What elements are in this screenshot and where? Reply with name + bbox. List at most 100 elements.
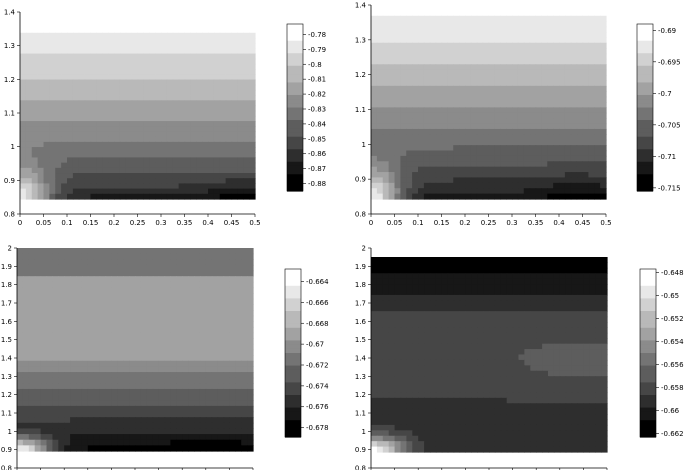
x-tick-label: 0.15	[434, 219, 450, 227]
heatmap-cell	[176, 332, 183, 339]
heatmap-cell	[418, 48, 425, 55]
heatmap-cell	[229, 355, 236, 362]
heatmap-cell	[70, 259, 77, 266]
heatmap-cell	[219, 167, 227, 174]
heatmap-cell	[453, 107, 460, 114]
heatmap-cell	[55, 183, 62, 190]
heatmap-cell	[229, 372, 236, 379]
heatmap-cell	[465, 257, 472, 264]
heatmap-cell	[453, 166, 460, 173]
heatmap-cell	[494, 294, 502, 301]
heatmap-cell	[376, 15, 384, 22]
heatmap-cell	[158, 405, 166, 413]
heatmap-cell	[143, 193, 150, 200]
heatmap-cell	[117, 253, 124, 260]
heatmap-cell	[371, 31, 378, 38]
heatmap-cell	[376, 107, 384, 114]
heatmap-cell	[559, 145, 566, 152]
heatmap-cell	[249, 173, 256, 179]
heatmap-cell	[541, 69, 548, 76]
heatmap-cell	[512, 161, 519, 168]
heatmap-cell	[117, 315, 124, 322]
heatmap-cell	[52, 259, 59, 266]
heatmap-cell	[49, 136, 56, 143]
heatmap-cell	[90, 100, 97, 107]
heatmap-cell	[588, 64, 595, 71]
heatmap-cell	[517, 21, 525, 28]
heatmap-cell	[225, 152, 233, 159]
heatmap-cell	[441, 172, 448, 179]
heatmap-cell	[229, 281, 236, 289]
heatmap-cell	[190, 95, 197, 101]
heatmap-cell	[22, 281, 30, 289]
heatmap-cell	[217, 445, 225, 452]
heatmap-cell	[570, 31, 578, 38]
heatmap-cell	[517, 53, 525, 60]
heatmap-cell	[119, 126, 127, 133]
heatmap-cell	[231, 167, 238, 174]
heatmap-cell	[388, 294, 396, 301]
heatmap-cell	[231, 63, 238, 70]
heatmap-cell	[435, 91, 443, 98]
heatmap-cell	[20, 27, 27, 34]
heatmap-cell	[96, 12, 103, 18]
heatmap-cell	[570, 182, 578, 189]
heatmap-cell	[205, 445, 213, 452]
heatmap-cell	[382, 102, 390, 108]
heatmap-cell	[87, 343, 95, 351]
heatmap-cell	[237, 136, 244, 143]
heatmap-cell	[17, 321, 24, 328]
heatmap-cell	[90, 141, 97, 148]
heatmap-cell	[382, 166, 390, 173]
heatmap-cell	[194, 264, 201, 272]
heatmap-cell	[76, 360, 83, 368]
heatmap-cell	[453, 5, 460, 11]
heatmap-cell	[61, 100, 68, 107]
heatmap-cell	[223, 445, 230, 452]
heatmap-cell	[211, 372, 219, 379]
heatmap-cell	[376, 134, 384, 141]
heatmap-cell	[170, 372, 177, 379]
heatmap-cell	[512, 188, 519, 195]
heatmap-cell	[123, 394, 130, 401]
heatmap-cell	[161, 95, 168, 101]
heatmap-cell	[500, 188, 507, 195]
heatmap-cell	[529, 118, 537, 125]
heatmap-cell	[518, 294, 525, 301]
heatmap-cell	[208, 79, 215, 86]
heatmap-cell	[28, 445, 36, 452]
heatmap-cell	[208, 115, 215, 122]
heatmap-cell	[553, 155, 560, 162]
heatmap-cell	[213, 173, 221, 179]
heatmap-cell	[600, 64, 607, 71]
heatmap-cell	[219, 147, 227, 153]
heatmap-cell	[488, 161, 495, 168]
heatmap-cell	[512, 42, 519, 49]
heatmap-cell	[225, 162, 233, 169]
heatmap-cell	[46, 264, 53, 272]
heatmap-cell	[229, 264, 236, 272]
heatmap-cell	[376, 64, 384, 71]
heatmap-cell	[20, 157, 27, 164]
heatmap-cell	[31, 121, 39, 127]
heatmap-cell	[46, 287, 53, 294]
heatmap-cell	[529, 58, 537, 65]
heatmap-cell	[582, 91, 589, 98]
heatmap-cell	[500, 10, 507, 17]
heatmap-cell	[441, 177, 448, 184]
heatmap-cell	[241, 270, 248, 277]
heatmap-cell	[225, 178, 233, 185]
heatmap-cell	[435, 300, 443, 307]
heatmap-cell	[55, 136, 62, 143]
heatmap-cell	[72, 37, 80, 44]
heatmap-cell	[441, 15, 448, 22]
heatmap-cell	[570, 102, 578, 108]
heatmap-cell	[149, 48, 156, 55]
heatmap-cell	[435, 96, 443, 103]
heatmap-cell	[49, 63, 56, 70]
heatmap-cell	[512, 257, 520, 264]
heatmap-cell	[135, 332, 142, 339]
heatmap-cell	[40, 366, 48, 373]
heatmap-cell	[61, 27, 68, 34]
heatmap-cell	[28, 338, 36, 345]
